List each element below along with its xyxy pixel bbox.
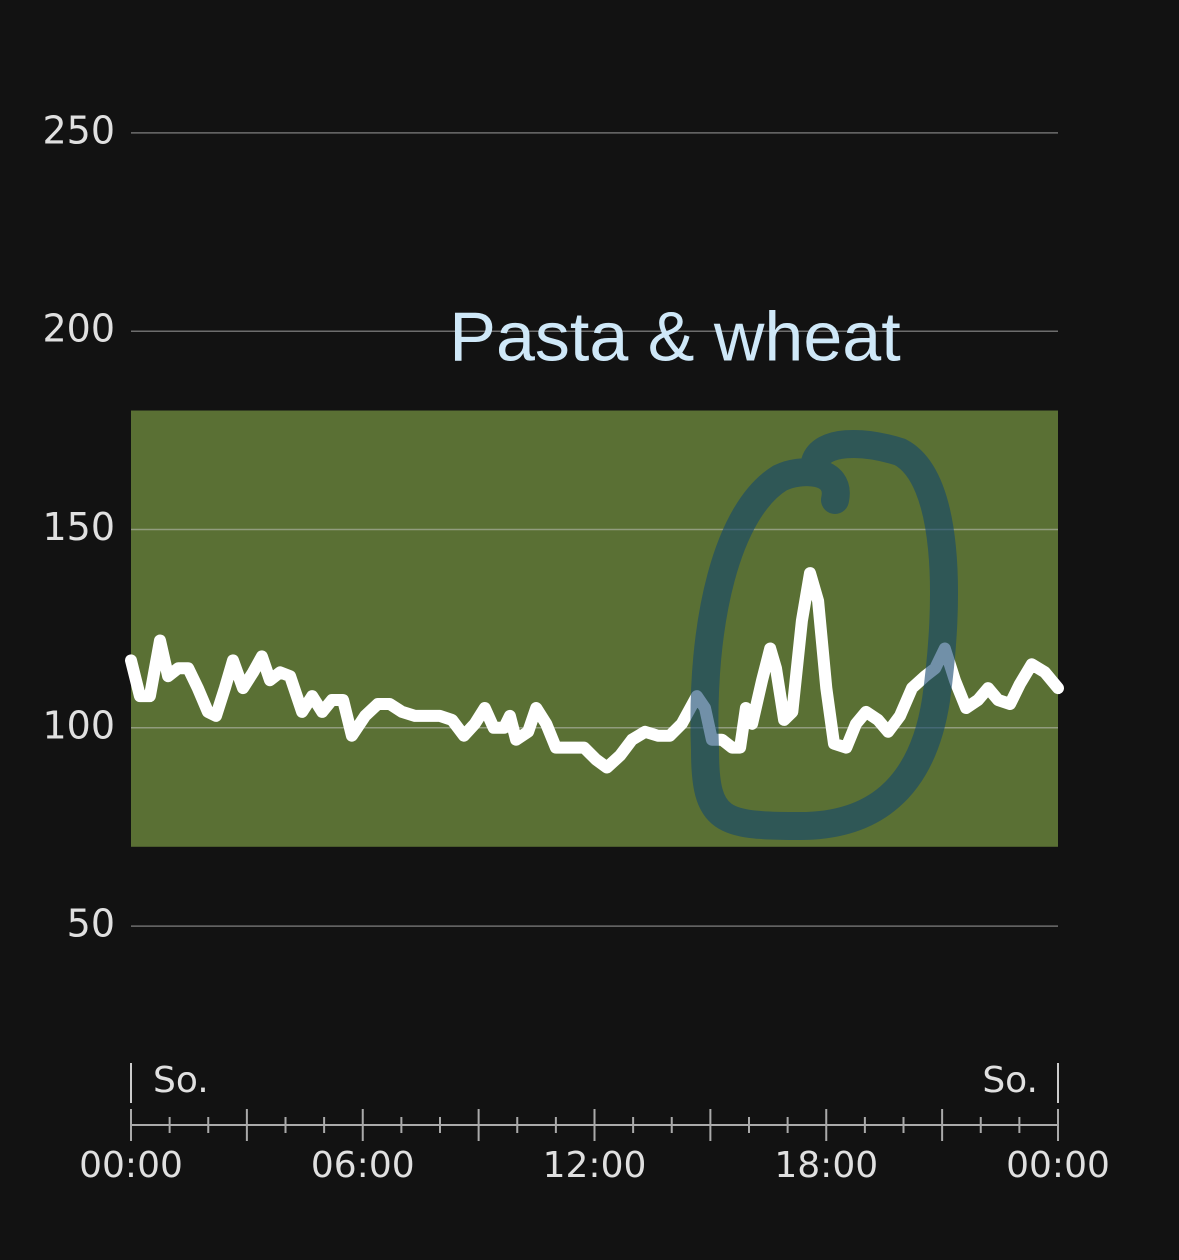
x-tick-label: 00:00	[1006, 1145, 1110, 1186]
grid-layer: 50 100 150 200 250	[42, 108, 1058, 946]
x-tick-label: 12:00	[543, 1145, 647, 1186]
day-label: So.	[982, 1060, 1038, 1101]
y-tick-label: 200	[42, 307, 115, 351]
x-tick-label: 18:00	[774, 1145, 878, 1186]
day-label: So.	[153, 1060, 209, 1101]
y-tick-label: 150	[42, 505, 115, 549]
hand-drawn-circle	[690, 430, 959, 840]
glucose-line	[125, 567, 1064, 774]
line-layer	[125, 567, 1064, 774]
y-tick-label: 50	[67, 902, 115, 946]
annotation: Pasta & wheat	[449, 297, 900, 375]
y-tick-label: 250	[42, 108, 115, 152]
axis-layer: 00:00 06:00 12:00 18:00 00:00 So. So.	[79, 1060, 1110, 1186]
y-tick-label: 100	[42, 703, 115, 747]
x-tick-label: 00:00	[79, 1145, 183, 1186]
x-tick-label: 06:00	[311, 1145, 415, 1186]
